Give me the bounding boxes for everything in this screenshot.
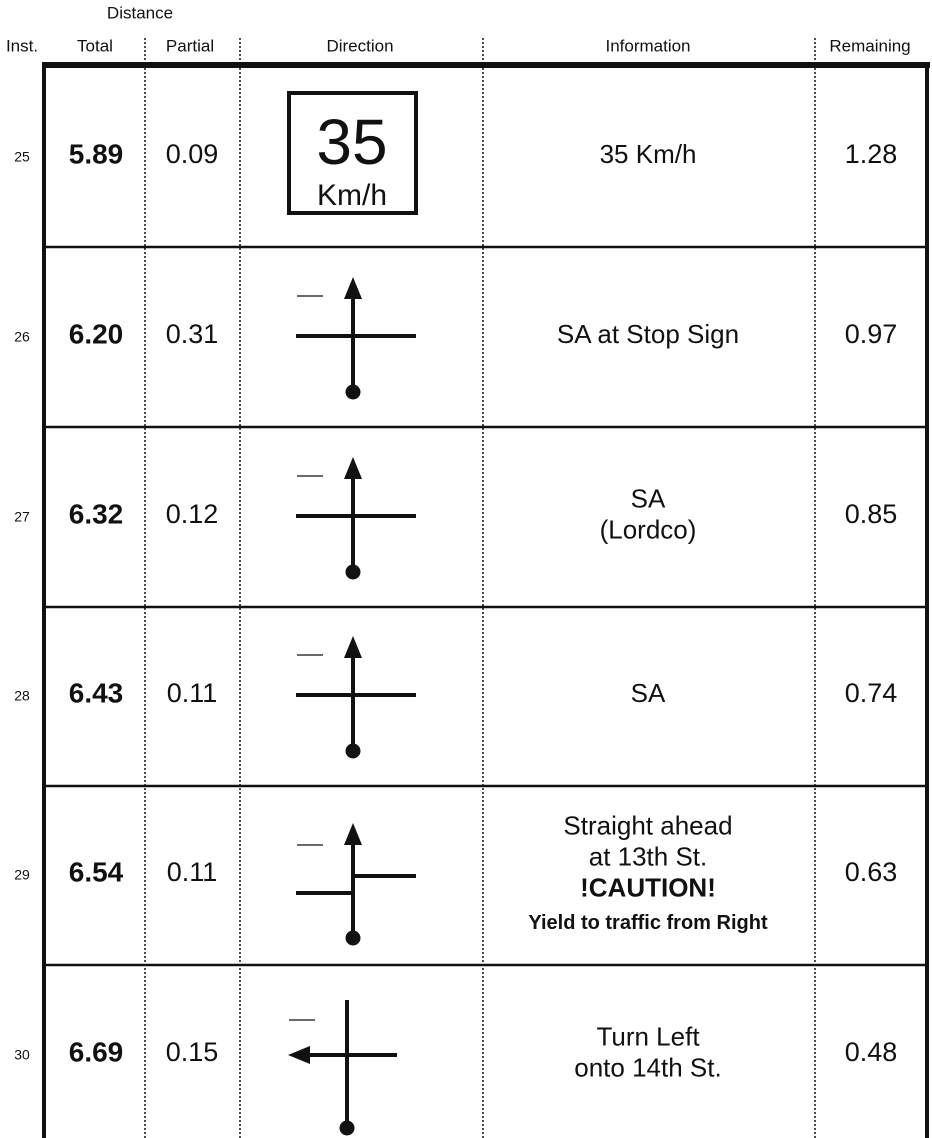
information: SA at Stop Sign bbox=[557, 319, 739, 349]
information: Straight ahead bbox=[563, 810, 732, 840]
diagram-dot bbox=[345, 743, 361, 759]
remaining-distance: 1.28 bbox=[845, 139, 898, 169]
information: 35 Km/h bbox=[600, 139, 697, 169]
diagram-dot bbox=[345, 930, 361, 946]
total-distance: 6.43 bbox=[69, 677, 124, 708]
partial-distance: 0.09 bbox=[166, 139, 219, 169]
partial-distance: 0.11 bbox=[167, 678, 218, 708]
total-distance: 6.20 bbox=[69, 318, 124, 349]
inst-number: 29 bbox=[14, 867, 30, 883]
group-header: Distance bbox=[107, 3, 173, 22]
information: Turn Left bbox=[596, 1021, 700, 1051]
total-distance: 6.32 bbox=[69, 498, 124, 529]
remaining-distance: 0.85 bbox=[845, 499, 898, 529]
partial-distance: 0.15 bbox=[166, 1037, 219, 1067]
sign-unit: Km/h bbox=[317, 179, 387, 212]
diagram-dot bbox=[345, 564, 361, 580]
information: !CAUTION! bbox=[580, 872, 716, 902]
information: SA bbox=[631, 678, 666, 708]
diagram-arrow bbox=[344, 277, 362, 299]
diagram-dot bbox=[345, 384, 361, 400]
information: onto 14th St. bbox=[574, 1052, 721, 1082]
sign-number: 35 bbox=[316, 106, 387, 178]
column-header: Information bbox=[605, 36, 690, 55]
diagram-dot bbox=[339, 1120, 355, 1136]
column-header: Direction bbox=[326, 36, 393, 55]
information: Yield to traffic from Right bbox=[528, 912, 768, 934]
inst-number: 27 bbox=[14, 509, 30, 525]
speed-sign bbox=[287, 91, 418, 215]
inst-number: 28 bbox=[14, 688, 30, 704]
remaining-distance: 0.63 bbox=[845, 857, 898, 887]
remaining-distance: 0.74 bbox=[845, 678, 898, 708]
partial-distance: 0.12 bbox=[166, 499, 219, 529]
information: (Lordco) bbox=[600, 514, 697, 544]
table-frame bbox=[42, 38, 930, 1138]
column-header: Total bbox=[77, 36, 113, 55]
inst-number: 25 bbox=[14, 149, 30, 165]
column-header: Inst. bbox=[6, 36, 38, 55]
column-header: Partial bbox=[166, 36, 214, 55]
total-distance: 5.89 bbox=[69, 138, 124, 169]
information: SA bbox=[631, 483, 666, 513]
inst-number: 30 bbox=[14, 1047, 30, 1063]
diagram-arrow bbox=[288, 1046, 310, 1064]
remaining-distance: 0.48 bbox=[845, 1037, 898, 1067]
inst-number: 26 bbox=[14, 329, 30, 345]
column-header: Remaining bbox=[829, 36, 910, 55]
information: at 13th St. bbox=[589, 841, 708, 871]
diagram-arrow bbox=[344, 823, 362, 845]
total-distance: 6.69 bbox=[69, 1036, 124, 1067]
remaining-distance: 0.97 bbox=[845, 319, 898, 349]
partial-distance: 0.11 bbox=[167, 857, 218, 887]
diagram-arrow bbox=[344, 636, 362, 658]
diagram-arrow bbox=[344, 457, 362, 479]
total-distance: 6.54 bbox=[69, 856, 124, 887]
partial-distance: 0.31 bbox=[166, 319, 219, 349]
